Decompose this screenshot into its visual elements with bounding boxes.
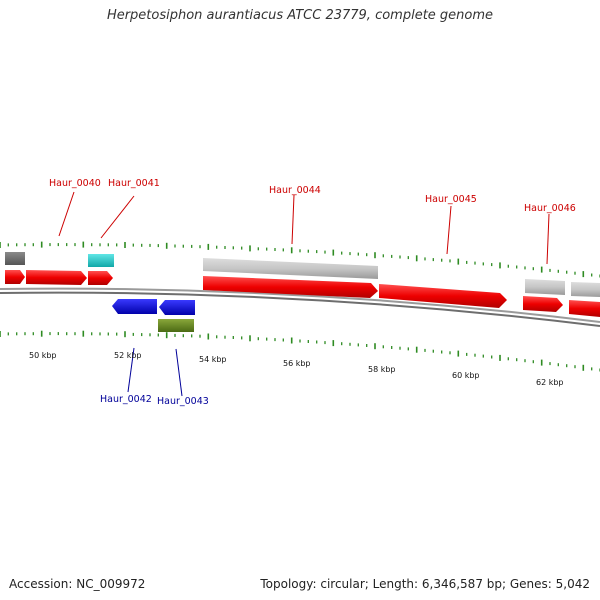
cds-reverse-0042	[112, 299, 157, 314]
gene-label-0041: Haur_0041	[108, 178, 160, 189]
scale-label-58kbp: 58 kbp	[368, 365, 396, 374]
feature-gray-0044	[203, 258, 378, 279]
genome-summary-text: Topology: circular; Length: 6,346,587 bp…	[260, 577, 590, 591]
feature-cyan-0041	[88, 254, 114, 267]
leader-line-0044	[291, 194, 295, 245]
cds-forward-0040	[26, 270, 87, 285]
gene-label-0040: Haur_0040	[49, 178, 101, 189]
feature-gray-0047	[571, 282, 600, 297]
gene-label-0042: Haur_0042	[100, 394, 152, 405]
leader-line-0045	[446, 205, 452, 255]
leader-line-0040	[58, 191, 75, 237]
leader-line-0046	[546, 213, 550, 265]
cds-reverse-0043	[159, 300, 195, 315]
backbone-inner	[0, 291, 600, 327]
scale-ticks-outer	[0, 241, 600, 278]
backbone-outer	[0, 287, 600, 323]
cds-forward-0046	[523, 296, 563, 312]
feature-gray-0046	[525, 279, 565, 295]
leader-line-0042	[127, 347, 135, 393]
feature-olive-0043	[158, 319, 194, 332]
gene-label-0045: Haur_0045	[425, 194, 477, 205]
scale-label-50kbp: 50 kbp	[29, 351, 57, 360]
scale-label-60kbp: 60 kbp	[452, 371, 480, 380]
map-title: Herpetosiphon aurantiacus ATCC 23779, co…	[106, 8, 494, 23]
cds-forward-0039	[5, 270, 25, 284]
leader-line-0043	[175, 348, 183, 397]
scale-label-56kbp: 56 kbp	[283, 359, 311, 368]
scale-label-54kbp: 54 kbp	[199, 355, 227, 364]
gene-label-0046: Haur_0046	[524, 203, 576, 214]
leader-line-0041	[100, 195, 135, 239]
accession-text: Accession: NC_009972	[9, 577, 146, 591]
gene-label-0043: Haur_0043	[157, 396, 209, 407]
cds-forward-0041	[88, 271, 113, 285]
scale-label-62kbp: 62 kbp	[536, 378, 564, 387]
cds-forward-0044	[203, 276, 378, 298]
gene-label-0044: Haur_0044	[269, 185, 321, 196]
scale-label-52kbp: 52 kbp	[114, 351, 142, 360]
feature-gray-0039	[5, 252, 25, 265]
cds-forward-0045	[379, 284, 507, 308]
cds-forward-0047	[569, 300, 600, 317]
scale-ticks-inner	[0, 330, 600, 372]
